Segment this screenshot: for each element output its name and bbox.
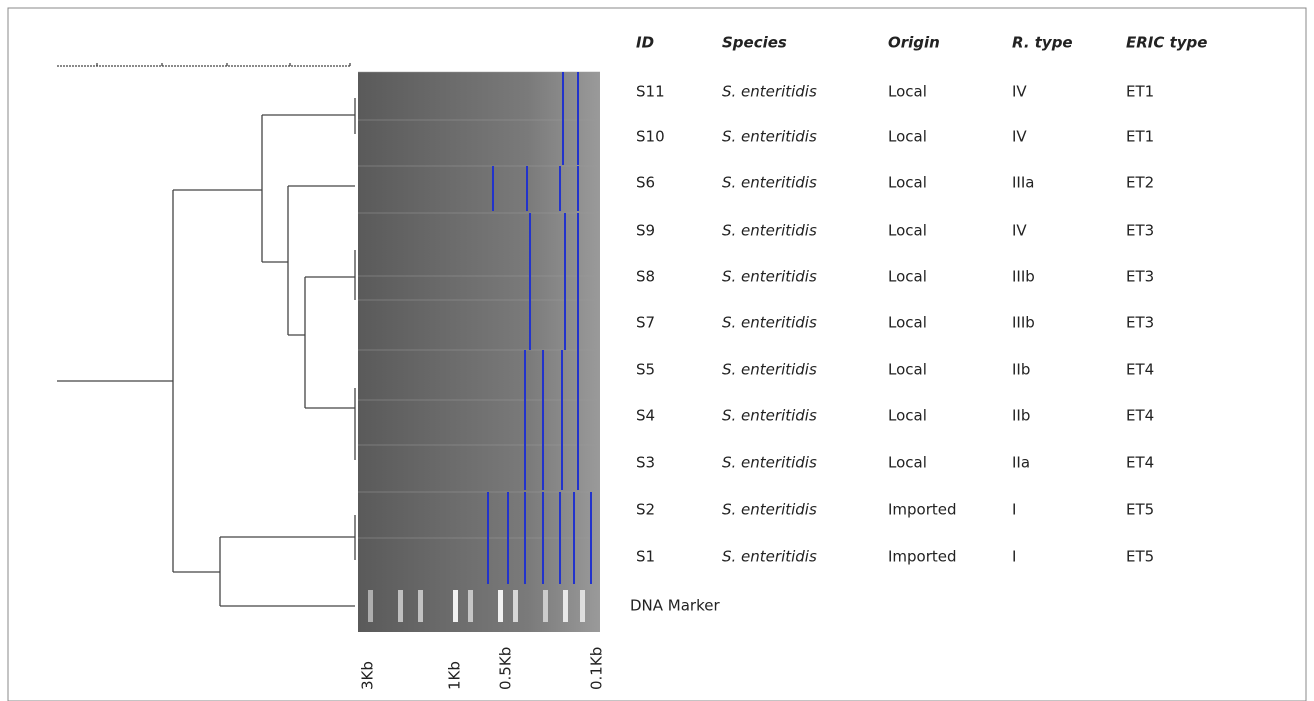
cell: S. enteritidis bbox=[722, 268, 817, 286]
cell: S11 bbox=[636, 83, 665, 101]
size-label: 0.1Kb bbox=[588, 647, 606, 690]
column-header: ERIC type bbox=[1126, 34, 1207, 52]
cell: S. enteritidis bbox=[722, 501, 817, 519]
cell: IV bbox=[1012, 128, 1027, 146]
column-header: Species bbox=[722, 34, 787, 52]
cell: S. enteritidis bbox=[722, 361, 817, 379]
cell: S. enteritidis bbox=[722, 407, 817, 425]
cell: IV bbox=[1012, 83, 1027, 101]
marker-band bbox=[563, 590, 568, 622]
cell: S7 bbox=[636, 314, 655, 332]
cell: S4 bbox=[636, 407, 655, 425]
marker-band bbox=[418, 590, 423, 622]
size-labels: 3Kb 1Kb 0.5Kb 0.1Kb bbox=[359, 647, 606, 690]
cell: S. enteritidis bbox=[722, 174, 817, 192]
cell: S. enteritidis bbox=[722, 548, 817, 566]
size-label: 1Kb bbox=[446, 661, 464, 690]
cell: Local bbox=[888, 268, 927, 286]
cell: Local bbox=[888, 314, 927, 332]
cell: Local bbox=[888, 222, 927, 240]
marker-band bbox=[543, 590, 548, 622]
dendrogram bbox=[57, 63, 356, 607]
cell: Local bbox=[888, 83, 927, 101]
marker-band bbox=[453, 590, 458, 622]
cell: S. enteritidis bbox=[722, 314, 817, 332]
table: ID Species Origin R. type ERIC type S11 S. ent… bbox=[636, 34, 1207, 566]
cell: ET4 bbox=[1126, 361, 1154, 379]
cell: Local bbox=[888, 174, 927, 192]
marker-band bbox=[398, 590, 403, 622]
size-label: 3Kb bbox=[359, 661, 377, 690]
cell: S10 bbox=[636, 128, 665, 146]
cell: ET4 bbox=[1126, 454, 1154, 472]
cell: I bbox=[1012, 548, 1016, 566]
column-header: Origin bbox=[888, 34, 940, 52]
cell: S. enteritidis bbox=[722, 128, 817, 146]
cell: S9 bbox=[636, 222, 655, 240]
cell: ET1 bbox=[1126, 128, 1154, 146]
cell: Local bbox=[888, 361, 927, 379]
cell: IIIb bbox=[1012, 314, 1035, 332]
cell: S. enteritidis bbox=[722, 454, 817, 472]
cell: I bbox=[1012, 501, 1016, 519]
cell: IIb bbox=[1012, 407, 1030, 425]
column-header: R. type bbox=[1012, 34, 1073, 52]
cell: ET5 bbox=[1126, 501, 1154, 519]
cell: ET3 bbox=[1126, 222, 1154, 240]
cell: Imported bbox=[888, 548, 957, 566]
column-header: ID bbox=[636, 34, 654, 52]
cell: S8 bbox=[636, 268, 655, 286]
cell: ET4 bbox=[1126, 407, 1154, 425]
cell: ET2 bbox=[1126, 174, 1154, 192]
cell: IIIa bbox=[1012, 174, 1034, 192]
marker-label: DNA Marker bbox=[630, 597, 720, 615]
cell: IV bbox=[1012, 222, 1027, 240]
marker-band bbox=[368, 590, 373, 622]
cell: IIb bbox=[1012, 361, 1030, 379]
cell: S. enteritidis bbox=[722, 222, 817, 240]
marker-band bbox=[468, 590, 473, 622]
cell: Imported bbox=[888, 501, 957, 519]
marker-band bbox=[513, 590, 518, 622]
cell: Local bbox=[888, 454, 927, 472]
size-label: 0.5Kb bbox=[497, 647, 515, 690]
cell: Local bbox=[888, 128, 927, 146]
cell: Local bbox=[888, 407, 927, 425]
cell: S1 bbox=[636, 548, 655, 566]
cell: S. enteritidis bbox=[722, 83, 817, 101]
cell: IIa bbox=[1012, 454, 1030, 472]
cell: S5 bbox=[636, 361, 655, 379]
cell: ET1 bbox=[1126, 83, 1154, 101]
cell: S6 bbox=[636, 174, 655, 192]
marker-band bbox=[498, 590, 503, 622]
cell: IIIb bbox=[1012, 268, 1035, 286]
cell: S3 bbox=[636, 454, 655, 472]
cell: ET5 bbox=[1126, 548, 1154, 566]
gel bbox=[358, 71, 600, 632]
cell: S2 bbox=[636, 501, 655, 519]
cell: ET3 bbox=[1126, 314, 1154, 332]
frame bbox=[7, 7, 1307, 701]
marker-band bbox=[580, 590, 585, 622]
cell: ET3 bbox=[1126, 268, 1154, 286]
